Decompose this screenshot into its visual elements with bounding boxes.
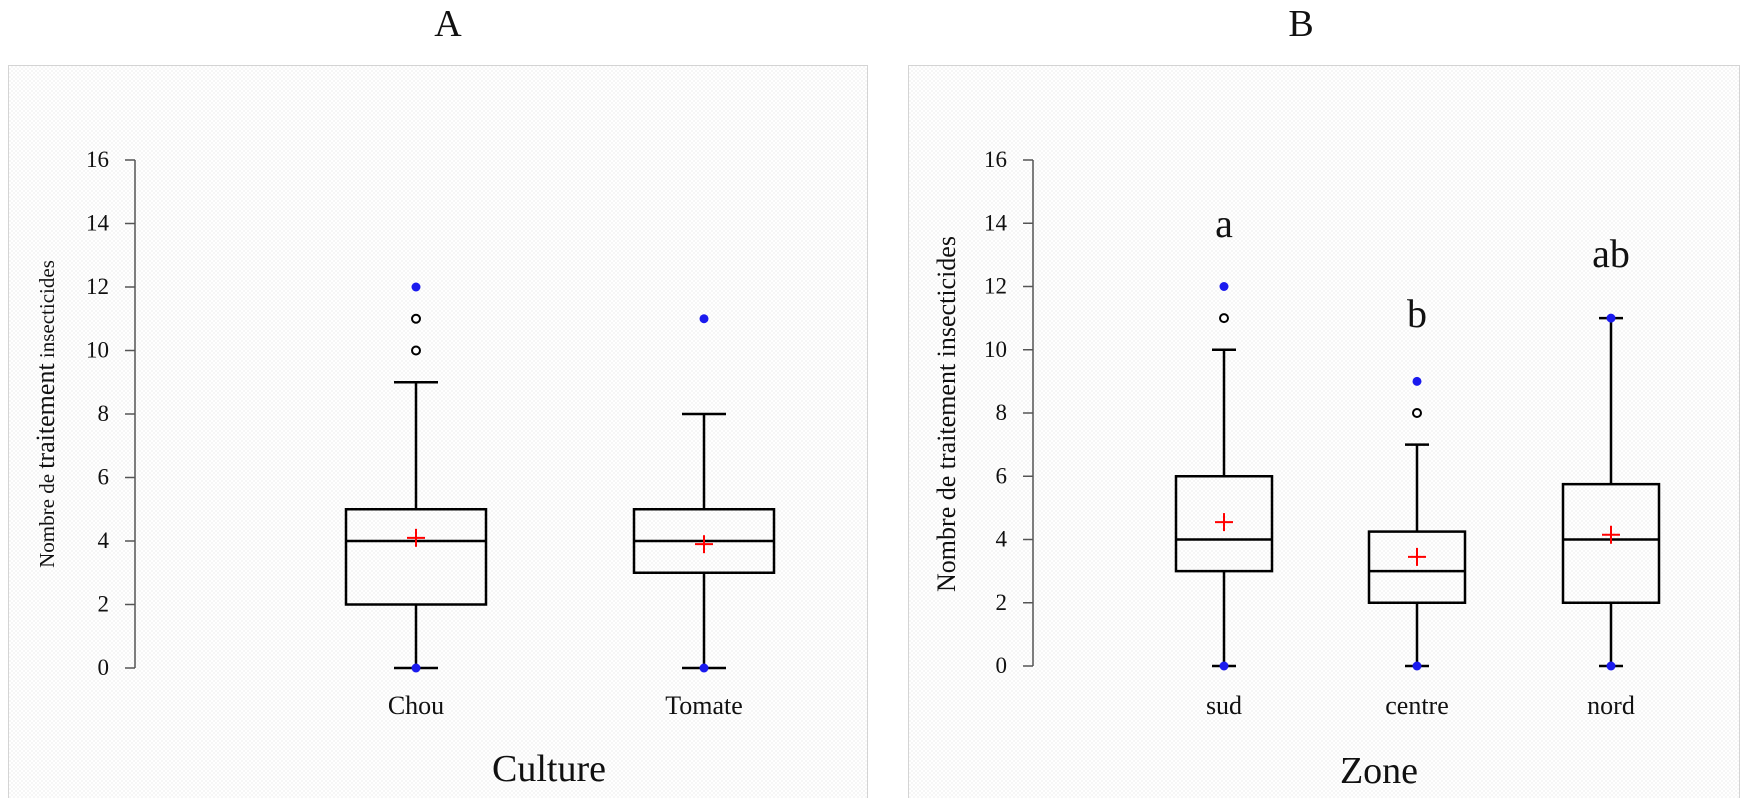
y-tick-label: 12 bbox=[984, 274, 1007, 299]
y-tick-label: 16 bbox=[86, 147, 109, 172]
outlier-point bbox=[411, 313, 421, 324]
category-label: centre bbox=[1385, 691, 1449, 720]
y-tick-label: 10 bbox=[86, 338, 109, 363]
y-tick-label: 4 bbox=[996, 527, 1008, 552]
y-axis-title-part: Nombre de bbox=[932, 469, 961, 592]
category-label: Chou bbox=[388, 691, 444, 720]
extreme-point bbox=[1412, 376, 1422, 386]
chart-b-svg: 0 2 4 6 8 10 12 14 16 Nombre de traitement insect… bbox=[932, 147, 1661, 792]
y-tick-label: 2 bbox=[996, 590, 1008, 615]
extreme-point bbox=[1606, 661, 1616, 671]
category-label: nord bbox=[1587, 691, 1635, 720]
y-tick-label: 4 bbox=[98, 528, 110, 553]
extreme-point bbox=[1219, 282, 1229, 291]
extreme-point bbox=[411, 663, 421, 673]
y-tick-label: 8 bbox=[98, 401, 110, 426]
y-axis-title-part: insecticides bbox=[35, 260, 59, 363]
category-label: Tomate bbox=[665, 691, 743, 720]
y-axis-title-part: Nombre de bbox=[35, 469, 59, 568]
box-iqr bbox=[1174, 475, 1274, 573]
outlier-point bbox=[411, 345, 421, 356]
y-axis-title-part: traitement insecticides bbox=[932, 236, 961, 469]
extreme-point bbox=[699, 314, 709, 324]
panel-a-letter: A bbox=[434, 3, 462, 45]
chart-panel-b: 0 2 4 6 8 10 12 14 16 Nombre de traitement insect… bbox=[908, 65, 1740, 798]
y-tick-label: 2 bbox=[98, 592, 110, 617]
y-axis-title-part: traitement bbox=[31, 363, 60, 469]
extreme-point bbox=[1219, 661, 1229, 671]
outlier-point bbox=[1412, 408, 1422, 418]
y-tick-label: 14 bbox=[86, 211, 110, 236]
x-axis-title: Culture bbox=[492, 748, 606, 790]
y-tick-label: 12 bbox=[86, 274, 109, 299]
chart-panel-a: 0 2 4 6 8 10 12 14 16 Nombre de traitement insect… bbox=[8, 65, 868, 798]
extreme-point bbox=[1412, 661, 1422, 671]
y-tick-label: 0 bbox=[996, 653, 1008, 678]
chart-a-svg: 0 2 4 6 8 10 12 14 16 Nombre de traitement insect… bbox=[31, 147, 776, 790]
box-iqr bbox=[344, 508, 488, 606]
y-tick-label: 16 bbox=[984, 147, 1007, 172]
y-tick-label: 6 bbox=[98, 465, 110, 490]
x-axis-title: Zone bbox=[1340, 750, 1418, 792]
significance-letter: a bbox=[1215, 201, 1233, 246]
y-tick-label: 0 bbox=[98, 655, 110, 680]
y-tick-label: 14 bbox=[984, 210, 1008, 235]
y-tick-label: 6 bbox=[996, 463, 1008, 488]
extreme-point bbox=[1606, 313, 1616, 323]
significance-letter: b bbox=[1407, 291, 1427, 336]
y-axis-title: Nombre de traitement insecticides bbox=[31, 260, 60, 568]
significance-letter: ab bbox=[1592, 231, 1630, 276]
extreme-point bbox=[411, 282, 421, 292]
outlier-point bbox=[1219, 313, 1229, 324]
category-label: sud bbox=[1206, 691, 1242, 720]
y-tick-label: 8 bbox=[996, 400, 1008, 425]
box-iqr bbox=[1561, 482, 1661, 604]
extreme-point bbox=[699, 663, 709, 673]
box-iqr bbox=[1367, 530, 1467, 604]
panel-b-letter: B bbox=[1288, 3, 1314, 45]
y-tick-label: 10 bbox=[984, 337, 1007, 362]
y-axis-title: Nombre de traitement insecticides bbox=[932, 236, 961, 592]
